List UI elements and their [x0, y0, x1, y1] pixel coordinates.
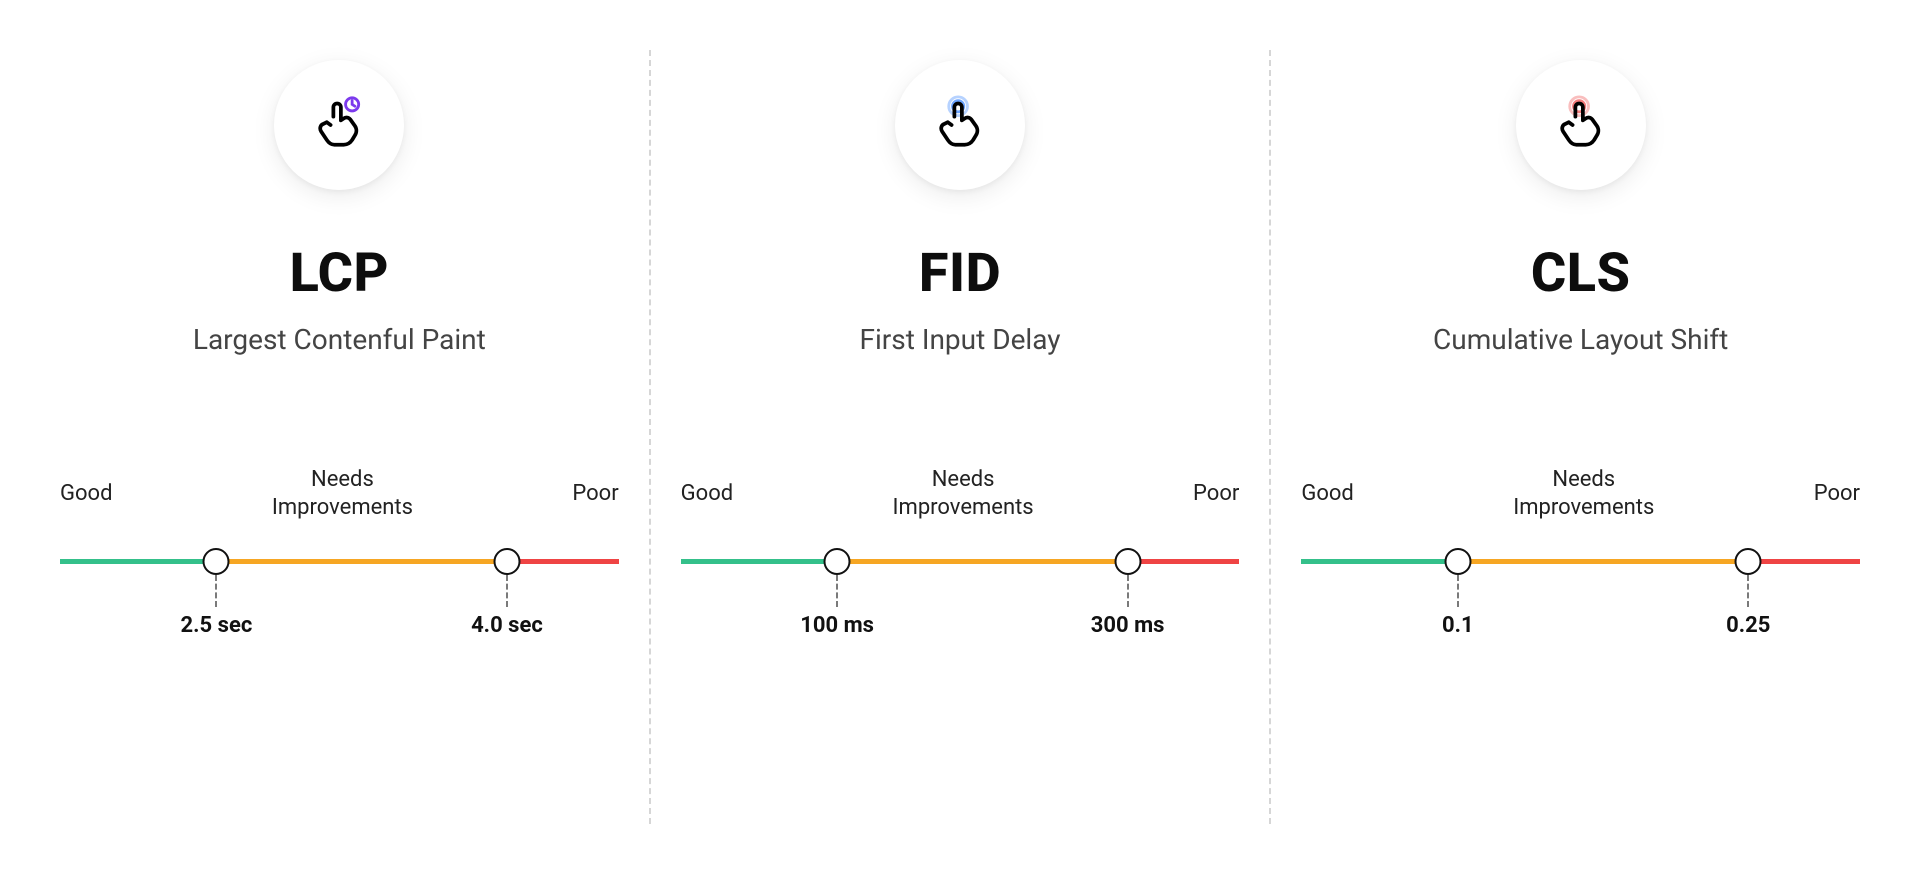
fid-name: First Input Delay: [860, 323, 1061, 356]
fid-track: 100 ms 300 ms: [681, 549, 1240, 659]
cls-name: Cumulative Layout Shift: [1433, 323, 1728, 356]
lcp-marker-2: [493, 548, 520, 575]
hand-tap-icon: [1551, 95, 1611, 155]
lcp-seg-needs: [216, 559, 507, 564]
lcp-track-bar: [60, 559, 619, 564]
fid-marker-1: [824, 548, 851, 575]
label-poor: Poor: [1193, 481, 1239, 506]
lcp-track: 2.5 sec 4.0 sec: [60, 549, 619, 659]
hand-clock-icon: [309, 95, 369, 155]
cls-icon-circle: [1516, 60, 1646, 190]
lcp-tick-1: [215, 575, 217, 607]
cls-abbr: CLS: [1531, 242, 1631, 305]
fid-scale-labels: Good Needs Improvements Poor: [681, 466, 1240, 521]
fid-abbr: FID: [919, 242, 1001, 305]
fid-seg-needs: [837, 559, 1128, 564]
label-good: Good: [1301, 481, 1354, 506]
lcp-ticklabel-2: 4.0 sec: [471, 613, 543, 638]
label-good: Good: [681, 481, 734, 506]
lcp-name: Largest Contenful Paint: [193, 323, 486, 356]
cls-seg-needs: [1458, 559, 1749, 564]
lcp-icon-circle: [274, 60, 404, 190]
label-needs: Needs Improvements: [1513, 466, 1654, 521]
cls-track-bar: [1301, 559, 1860, 564]
fid-tick-2: [1127, 575, 1129, 607]
cls-track: 0.1 0.25: [1301, 549, 1860, 659]
panel-fid: FID First Input Delay Good Needs Improve…: [651, 50, 1270, 824]
fid-marker-2: [1114, 548, 1141, 575]
lcp-ticklabel-1: 2.5 sec: [181, 613, 253, 638]
panel-cls: CLS Cumulative Layout Shift Good Needs I…: [1271, 50, 1890, 824]
lcp-marker-1: [203, 548, 230, 575]
label-needs: Needs Improvements: [272, 466, 413, 521]
label-poor: Poor: [572, 481, 618, 506]
fid-ticklabel-2: 300 ms: [1091, 613, 1165, 638]
cls-marker-2: [1735, 548, 1762, 575]
cls-seg-poor: [1748, 559, 1860, 564]
cls-tick-1: [1457, 575, 1459, 607]
label-good: Good: [60, 481, 113, 506]
label-needs: Needs Improvements: [893, 466, 1034, 521]
lcp-abbr: LCP: [290, 242, 389, 305]
hand-tap-icon: [930, 95, 990, 155]
fid-track-bar: [681, 559, 1240, 564]
cls-seg-good: [1301, 559, 1457, 564]
cls-ticklabel-1: 0.1: [1442, 613, 1474, 638]
fid-tick-1: [836, 575, 838, 607]
cls-marker-1: [1444, 548, 1471, 575]
lcp-tick-2: [506, 575, 508, 607]
fid-seg-good: [681, 559, 837, 564]
cls-scale-labels: Good Needs Improvements Poor: [1301, 466, 1860, 521]
panel-lcp: LCP Largest Contenful Paint Good Needs I…: [30, 50, 649, 824]
lcp-seg-good: [60, 559, 216, 564]
lcp-seg-poor: [507, 559, 619, 564]
fid-ticklabel-1: 100 ms: [800, 613, 874, 638]
lcp-scale-labels: Good Needs Improvements Poor: [60, 466, 619, 521]
cls-tick-2: [1747, 575, 1749, 607]
cls-ticklabel-2: 0.25: [1726, 613, 1770, 638]
fid-icon-circle: [895, 60, 1025, 190]
metrics-row: LCP Largest Contenful Paint Good Needs I…: [0, 0, 1920, 894]
label-poor: Poor: [1814, 481, 1860, 506]
fid-seg-poor: [1128, 559, 1240, 564]
